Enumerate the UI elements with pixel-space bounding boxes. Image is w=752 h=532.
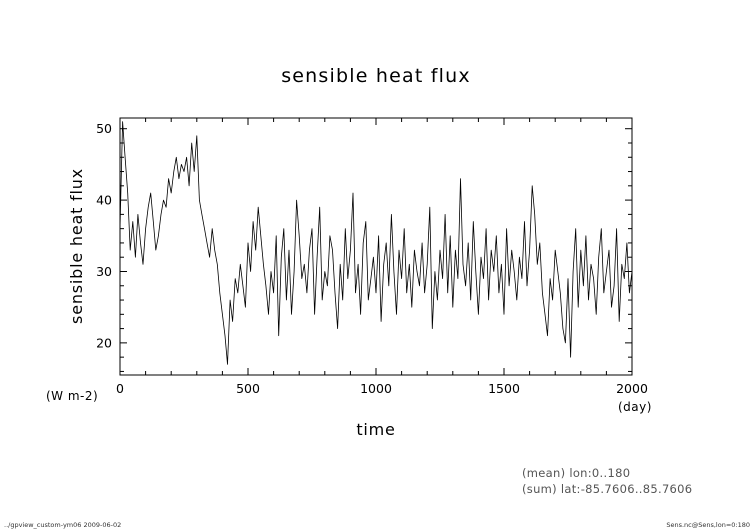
y-tick-label: 30 xyxy=(96,264,112,279)
y-axis-unit: (W m-2) xyxy=(46,389,98,403)
x-tick-label: 500 xyxy=(236,381,260,396)
plot-frame xyxy=(119,117,633,376)
x-tick-label: 2000 xyxy=(616,381,648,396)
footer-right: Sens.nc@Sens,lon=0:180 xyxy=(666,521,750,529)
y-tick-label: 50 xyxy=(96,121,112,136)
y-tick-label: 20 xyxy=(96,335,112,350)
x-axis-label: time xyxy=(356,420,395,439)
sum-note: (sum) lat:-85.7606..85.7606 xyxy=(522,482,692,496)
y-axis-label: sensible heat flux xyxy=(67,168,86,324)
y-tick-label: 40 xyxy=(96,193,112,208)
x-tick-label: 1500 xyxy=(488,381,520,396)
y-axis-ticks: 20 30 40 50 xyxy=(96,121,632,372)
footer-left: ../gpview_custom-ym06 2009-06-02 xyxy=(4,521,121,529)
chart-title: sensible heat flux xyxy=(281,65,471,87)
x-tick-label: 1000 xyxy=(360,381,392,396)
mean-note: (mean) lon:0..180 xyxy=(522,466,630,480)
x-tick-label: 0 xyxy=(116,381,124,396)
series-line xyxy=(119,121,633,365)
plot-area xyxy=(119,117,633,376)
x-axis-unit: (day) xyxy=(618,400,652,414)
x-axis-ticks: 0 500 1000 1500 2000 xyxy=(116,118,648,396)
